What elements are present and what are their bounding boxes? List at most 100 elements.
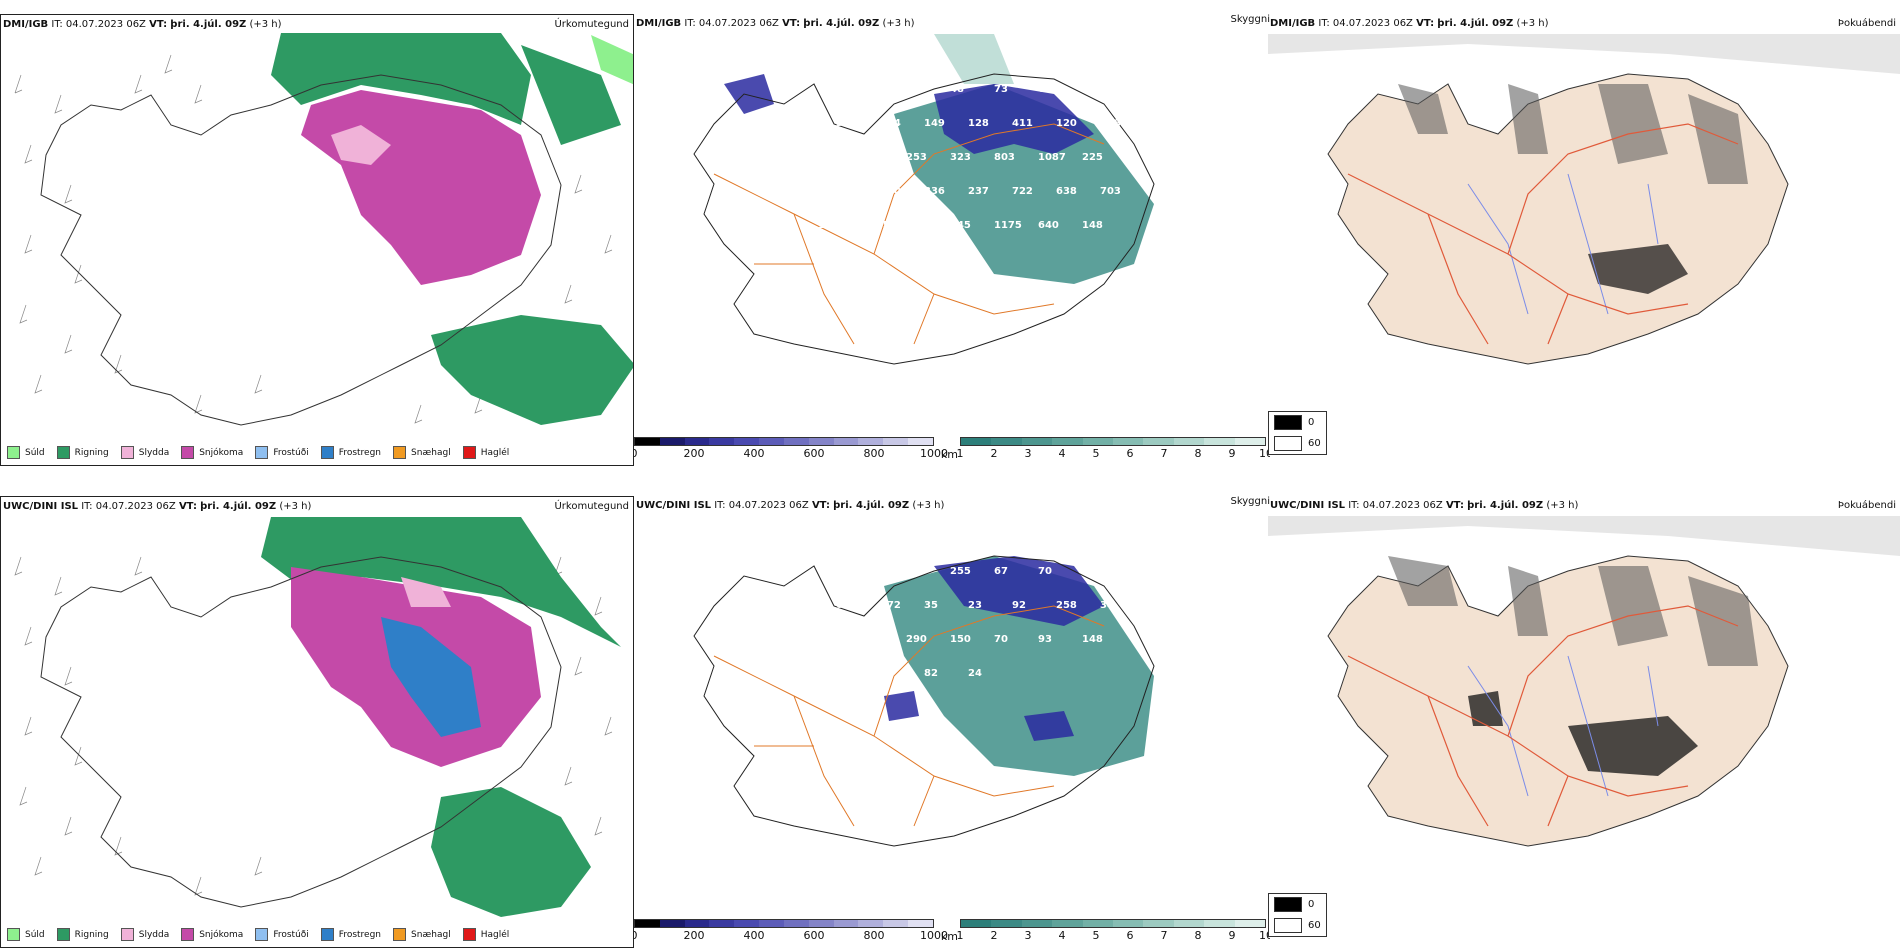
legend-label: Frostúði (273, 929, 309, 940)
colorbar-cell (635, 920, 660, 927)
colorbar-cell (734, 920, 760, 927)
cloudbase-ticks: 0 200 400 600 800 1000 (634, 446, 948, 460)
legend-swatch (393, 928, 407, 941)
panel-title: Úrkomutegund (554, 19, 629, 30)
legend-label: Frostregn (338, 447, 382, 458)
legend-swatch (181, 928, 195, 941)
cloudbase-value-label: 31 (862, 566, 876, 577)
cloudbase-value-label: 722 (1012, 186, 1033, 197)
cloudbase-value-label: 98 (792, 668, 806, 679)
cloudbase-value-label: 529 (818, 634, 839, 645)
iceland-outline (40, 74, 562, 426)
colorbar-tick-label: 8 (1194, 447, 1202, 460)
cloudbase-value-label: 67 (994, 566, 1008, 577)
cloudbase-value-label: 1175 (994, 220, 1022, 231)
colorbar-tick-label: 1 (956, 447, 964, 460)
colorbar-cell (1113, 920, 1144, 927)
cloudbase-value-label: 411 (1012, 118, 1033, 129)
cloudbase-value-label: 70 (1038, 566, 1052, 577)
legend-item: Haglél (462, 928, 509, 941)
colorbar-tick-label: 10 (1259, 447, 1270, 460)
colorbar-tick-label: 3 (1024, 447, 1032, 460)
legend-label: Frostúði (273, 447, 309, 458)
cloudbase-value-label: 114 (880, 118, 901, 129)
cloudbase-value-label: 946 (774, 152, 795, 163)
cloudbase-value-label: 150 (950, 634, 971, 645)
visibility-colorbar: 1 2 3 4 5 6 7 8 9 10 km (941, 437, 1270, 461)
colorbar-tick-label: 5 (1092, 929, 1100, 942)
colorbar-cell (961, 920, 992, 927)
cloudbase-value-label: 130 (906, 84, 927, 95)
legend-item: Haglél (462, 446, 509, 459)
sleet-area (401, 577, 451, 607)
cloudbase-value-label: 31 (792, 254, 806, 265)
legend-label: Slydda (138, 447, 170, 458)
colorbar-tick-label: 400 (743, 929, 765, 942)
legend-swatch (255, 446, 269, 459)
colorbar-cell (1082, 920, 1114, 927)
colorbar-cell (858, 438, 884, 445)
colorbar-cell (908, 438, 933, 445)
rain-area (261, 517, 621, 647)
cloudbase-map (693, 555, 1155, 847)
colorbar-cell (734, 438, 760, 445)
colorbar-cell (659, 438, 685, 445)
cloudbase-colorbar: 02004006008001000 m (634, 437, 948, 460)
legend-item: Frostúði (255, 928, 309, 941)
colorbar-tick-label: 1 (956, 929, 964, 942)
fog-legend-label: 0 (1308, 899, 1315, 910)
road-network (1347, 605, 1739, 827)
panel-header: DMI/IGB IT: 04.07.2023 06Z VT: þri. 4.jú… (3, 19, 282, 30)
legend-swatch (120, 928, 134, 941)
cloudbase-ticks: 0 200 400 600 800 1000 (634, 928, 948, 942)
precip-legend: Súld Rigning Slydda Snjókoma Frostúði Fr… (7, 928, 509, 941)
fog-background (1268, 516, 1900, 556)
colorbar-tick-label: 9 (1228, 447, 1236, 460)
cloudbase-value-label: 62 (774, 566, 788, 577)
legend-label: Slydda (138, 929, 170, 940)
colorbar-cell (1082, 438, 1114, 445)
visibility-unit: km (940, 448, 958, 461)
colorbar-tick-label: 6 (1126, 929, 1134, 942)
legend-item: Frostregn (320, 928, 381, 941)
rain-area (271, 33, 531, 125)
visibility-ticks: 1 2 3 4 5 6 7 8 9 10 (956, 928, 1271, 942)
visibility-area-light (934, 34, 1014, 84)
colorbar-tick-label: 9 (1228, 929, 1236, 942)
fog-swatch (1274, 918, 1302, 933)
colorbar-cell (709, 920, 735, 927)
panel-title: Skyggni (1230, 14, 1270, 25)
colorbar-cell (684, 438, 710, 445)
legend-swatch (320, 446, 334, 459)
colorbar-tick-label: 800 (863, 929, 885, 942)
legend-item: Frostregn (320, 446, 382, 459)
colorbar-cell (1204, 438, 1235, 445)
cloudbase-value-label: 345 (950, 220, 971, 231)
cloudbase-value-label: 87 (862, 152, 876, 163)
colorbar-tick-label: 200 (683, 929, 705, 942)
precip-map (14, 517, 621, 917)
cloudbase-value-label: 92 (1012, 600, 1026, 611)
cloudbase-value-label: 336 (836, 118, 857, 129)
colorbar-cell (1021, 920, 1053, 927)
colorbar-tick-label: 200 (683, 447, 705, 460)
fog-dark (1588, 244, 1688, 294)
cloudbase-value-label: 73 (1082, 84, 1096, 95)
colorbar-cell (1052, 438, 1083, 445)
cloudbase-value-label: 160 (880, 186, 901, 197)
cloudbase-labels: 65 10 133 130 48 73 67 73 55 336 114 149 128 411 120 11… (634, 14, 1270, 434)
colorbar-cell (709, 438, 735, 445)
fog-map (1268, 516, 1900, 847)
cloudbase-value-label: 148 (1082, 634, 1103, 645)
colorbar-cell (1113, 438, 1144, 445)
colorbar-tick-label: 0 (634, 929, 638, 942)
iceland-outline (693, 555, 1155, 847)
colorbar-tick-label: 5 (1092, 447, 1100, 460)
cloudbase-value-label: 128 (968, 118, 989, 129)
cloudbase-value-label: 139 (774, 634, 795, 645)
colorbar-cell (833, 438, 859, 445)
legend-item: Slydda (120, 446, 170, 459)
cloudbase-value-label: 29 (818, 152, 832, 163)
fog-legend: 0 60 (1268, 893, 1327, 937)
cloudbase-value-label: 255 (950, 566, 971, 577)
